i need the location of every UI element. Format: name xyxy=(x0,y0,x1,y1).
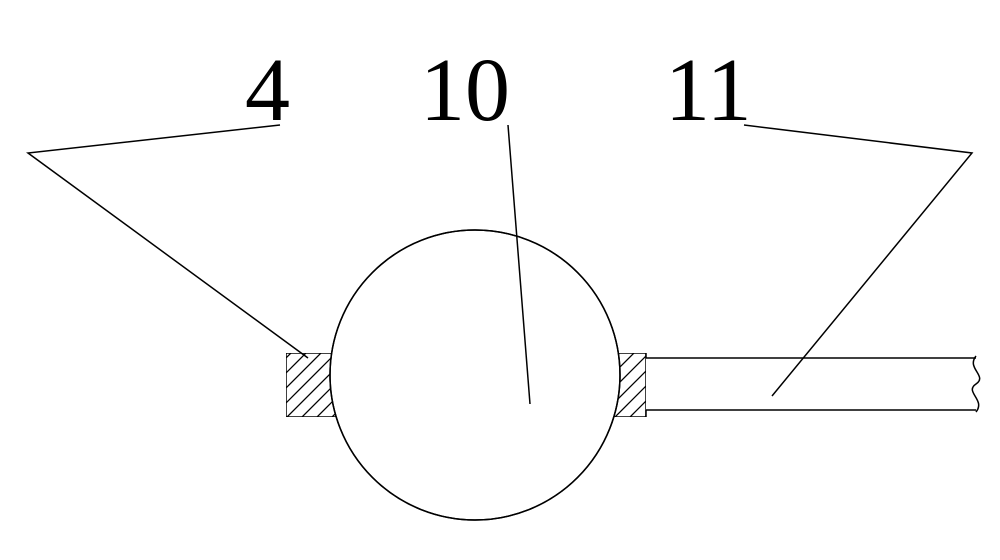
label-11: 11 xyxy=(665,41,752,140)
leader-11 xyxy=(744,125,972,396)
label-4: 4 xyxy=(245,41,290,140)
arm-11 xyxy=(646,353,980,417)
label-10: 10 xyxy=(420,41,510,140)
leader-4 xyxy=(28,125,308,358)
ball-10 xyxy=(330,230,620,520)
break-line xyxy=(972,356,979,412)
